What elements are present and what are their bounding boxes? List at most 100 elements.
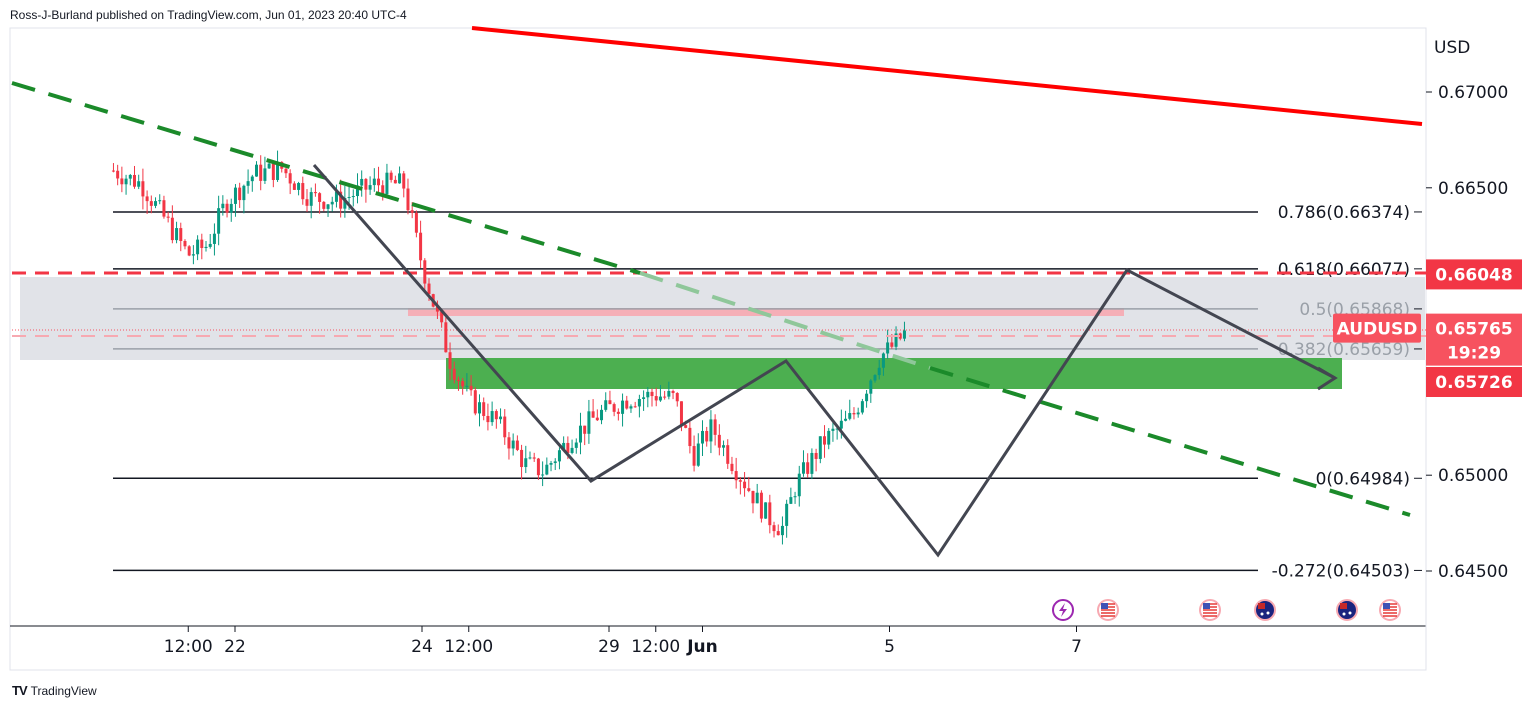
- candle-body: [318, 193, 322, 202]
- candle-body: [368, 185, 372, 190]
- candle-body: [452, 368, 456, 380]
- candle-body: [284, 168, 288, 174]
- candle-body: [389, 172, 393, 180]
- candle-body: [743, 481, 747, 489]
- candle-body: [259, 164, 263, 181]
- us-flag-icon[interactable]: [1097, 599, 1119, 621]
- candle-body: [326, 204, 330, 209]
- candle-body: [793, 496, 797, 498]
- candle-body: [679, 401, 683, 426]
- zigzag-projection: [312, 164, 1336, 558]
- candle-body: [536, 458, 540, 476]
- candle-body: [764, 502, 768, 519]
- au-flag-icon[interactable]: [1336, 599, 1358, 621]
- candle-body: [566, 442, 570, 453]
- candle-body: [705, 430, 709, 442]
- fib-level-label: 0.786(0.66374): [1278, 203, 1410, 223]
- green-downtrend-line-lower: [929, 366, 1411, 517]
- x-tick-label: 12:00: [444, 637, 493, 657]
- au-flag-icon[interactable]: [1254, 599, 1276, 621]
- resistance-zone: [20, 277, 1425, 360]
- candle-body: [423, 260, 427, 284]
- candle-body: [398, 173, 402, 184]
- candle-body: [528, 457, 532, 459]
- candle-body: [835, 428, 839, 430]
- candle-body: [524, 458, 528, 468]
- price-badge-label: 0.65726: [1435, 373, 1512, 393]
- candle-body: [246, 181, 250, 186]
- candle-body: [684, 425, 688, 428]
- candle-body: [179, 228, 183, 241]
- y-tick-label: 0.67000: [1438, 83, 1508, 103]
- candle-body: [419, 232, 423, 261]
- candle-body: [696, 443, 700, 466]
- candle-body: [755, 492, 759, 504]
- x-tick-label: 24: [411, 637, 433, 657]
- candle-body: [217, 208, 221, 234]
- candle-body: [633, 406, 637, 408]
- candle-body: [751, 490, 755, 504]
- candle-body: [406, 188, 410, 211]
- candle-body: [229, 203, 233, 213]
- candle-body: [591, 411, 595, 418]
- candle-body: [827, 430, 831, 445]
- candle-body: [469, 385, 473, 391]
- candle-body: [869, 380, 873, 394]
- candle-body: [313, 192, 317, 194]
- currency-label: USD: [1434, 38, 1470, 58]
- candle-body: [814, 452, 818, 459]
- candle-body: [860, 401, 864, 413]
- event-markers: [1052, 599, 1401, 621]
- candle-body: [347, 196, 351, 199]
- candle-body: [894, 333, 898, 347]
- candle-body: [297, 183, 301, 190]
- candle-body: [658, 396, 662, 401]
- candle-body: [183, 240, 187, 247]
- support-zone: [446, 358, 1342, 389]
- candle-body: [364, 178, 368, 190]
- candle-body: [132, 174, 136, 187]
- candle-body: [435, 306, 439, 312]
- candle-body: [701, 430, 704, 444]
- candle-body: [722, 445, 726, 448]
- candle-body: [444, 322, 448, 353]
- candle-body: [772, 525, 776, 532]
- candle-body: [503, 416, 507, 438]
- candle-body: [427, 283, 431, 295]
- candle-body: [873, 375, 877, 381]
- candle-body: [806, 462, 810, 474]
- candle-body: [191, 254, 195, 256]
- candle-body: [196, 239, 200, 255]
- candle-body: [137, 181, 141, 187]
- candle-body: [549, 463, 553, 465]
- candle-body: [823, 436, 827, 445]
- x-tick-label: 5: [884, 637, 895, 657]
- y-tick-label: 0.64500: [1438, 562, 1508, 582]
- candle-body: [204, 246, 208, 249]
- candle-body: [557, 450, 561, 462]
- candle-body: [478, 402, 482, 414]
- lightning-event-icon[interactable]: [1052, 599, 1074, 621]
- candle-body: [360, 178, 364, 186]
- time-axis: 12:00 22 24 12:00 29 12:00 Jun 5 7: [164, 626, 1082, 657]
- candle-body: [225, 203, 229, 213]
- fibonacci-levels: 0.786(0.66374)0.618(0.66077)0.5(0.65868)…: [113, 203, 1422, 581]
- us-flag-icon[interactable]: [1379, 599, 1401, 621]
- candle-body: [600, 409, 604, 421]
- x-tick-label: 7: [1071, 637, 1082, 657]
- candle-body: [780, 525, 784, 536]
- candle-body: [494, 411, 498, 420]
- candle-body: [730, 463, 734, 472]
- candle-body: [844, 418, 848, 421]
- footer: TV TradingView: [12, 683, 97, 698]
- candle-body: [221, 203, 225, 209]
- candle-body: [301, 183, 305, 200]
- candle-body: [154, 201, 158, 206]
- candle-body: [621, 400, 625, 414]
- candle-body: [440, 311, 444, 323]
- candle-body: [141, 181, 145, 197]
- us-flag-icon[interactable]: [1199, 599, 1221, 621]
- candle-body: [650, 391, 654, 397]
- candle-body: [625, 400, 629, 409]
